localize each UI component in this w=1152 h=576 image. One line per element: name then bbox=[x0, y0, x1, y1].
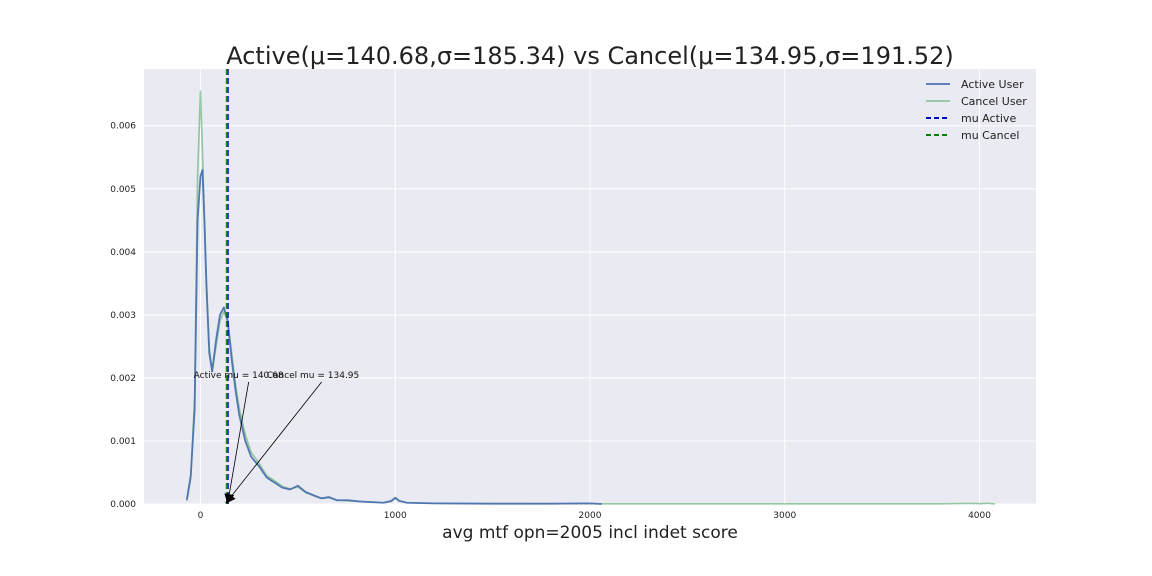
cancel-mu-arrow bbox=[225, 381, 323, 504]
tick-label-layer: 0 1000 2000 3000 4000 0.000 0.001 0.002 0.003 0.0… bbox=[110, 122, 991, 521]
cancel-mu-annotation: Cancel mu = 134.95 bbox=[267, 371, 360, 381]
active-mu-arrow bbox=[224, 381, 250, 504]
legend-label: Active User bbox=[961, 78, 1024, 91]
y-tick-label: 0.001 bbox=[110, 437, 136, 447]
x-tick-label: 0 bbox=[198, 511, 204, 521]
active-user-density-line bbox=[185, 168, 602, 505]
y-tick-label: 0.002 bbox=[110, 374, 136, 384]
y-tick-label: 0.004 bbox=[110, 248, 136, 258]
y-tick-label: 0.000 bbox=[110, 500, 136, 510]
legend-label: Cancel User bbox=[961, 95, 1027, 108]
x-tick-label: 3000 bbox=[773, 511, 796, 521]
y-tick-label: 0.005 bbox=[110, 185, 136, 195]
active-mu-annotation: Active mu = 140.68 bbox=[194, 371, 284, 381]
x-axis-label: avg mtf opn=2005 incl indet score bbox=[442, 523, 738, 543]
y-tick-label: 0.006 bbox=[110, 122, 136, 132]
chart-title: Active(μ=140.68,σ=185.34) vs Cancel(μ=13… bbox=[226, 42, 954, 70]
series-layer bbox=[185, 90, 996, 505]
x-tick-label: 1000 bbox=[384, 511, 407, 521]
legend-label: mu Active bbox=[961, 112, 1016, 125]
x-tick-label: 2000 bbox=[579, 511, 602, 521]
legend-label: mu Cancel bbox=[961, 129, 1019, 142]
grid-layer bbox=[144, 69, 1036, 505]
y-tick-label: 0.003 bbox=[110, 311, 136, 321]
mean-lines-layer bbox=[225, 69, 229, 504]
legend: Active User Cancel User mu Active mu Cancel bbox=[926, 78, 1027, 142]
x-tick-label: 4000 bbox=[968, 511, 991, 521]
